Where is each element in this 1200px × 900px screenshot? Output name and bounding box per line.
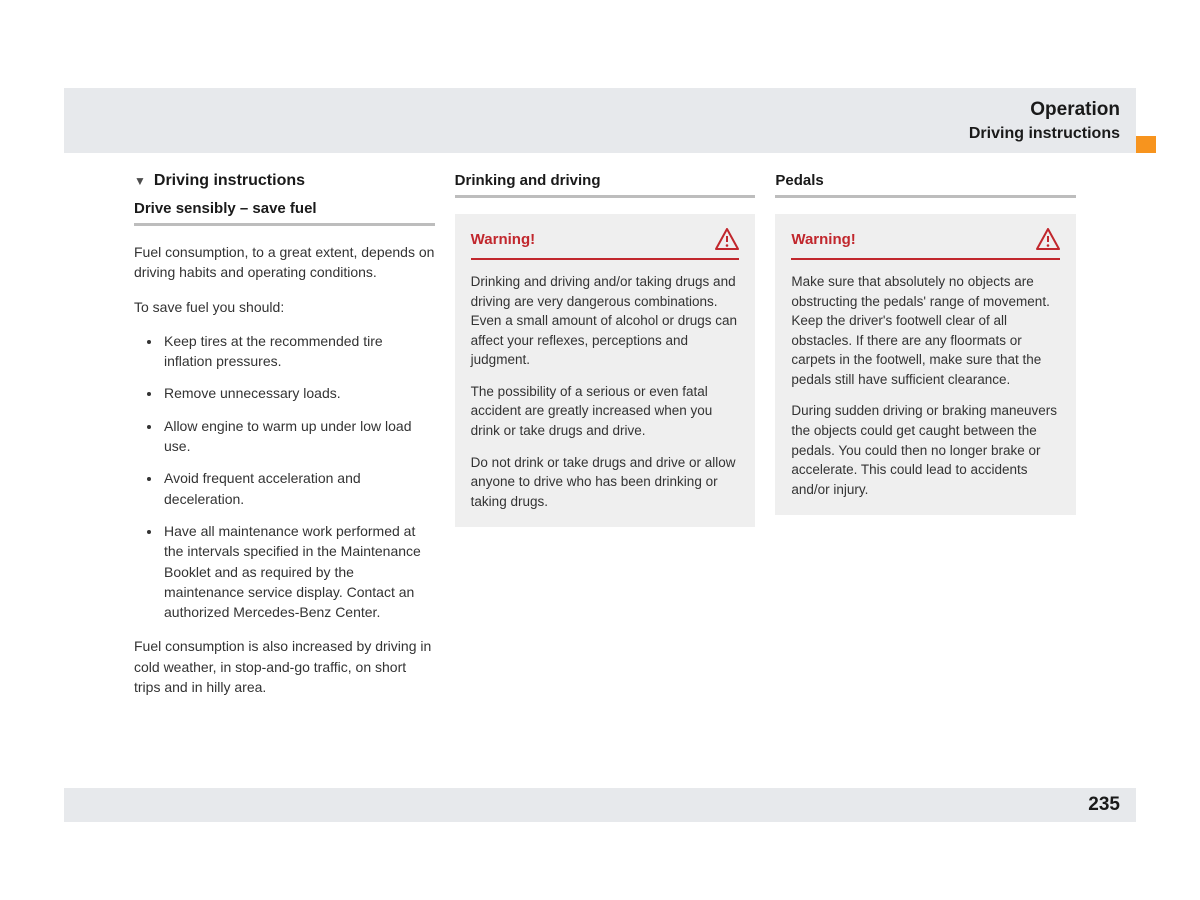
warning-triangle-icon: [1036, 228, 1060, 250]
divider: [134, 223, 435, 226]
list-item: Keep tires at the recommended tire infla…: [162, 331, 435, 372]
list-item: Remove unnecessary loads.: [162, 383, 435, 403]
column-3: Pedals Warning! Make sure that absolutel…: [775, 172, 1076, 711]
content-columns: ▼ Driving instructions Drive sensibly – …: [134, 172, 1076, 711]
fuel-tips-list: Keep tires at the recommended tire infla…: [134, 331, 435, 623]
warning-paragraph: Do not drink or take drugs and drive or …: [471, 453, 740, 512]
col1-outro: Fuel consumption is also increased by dr…: [134, 636, 435, 697]
footer-band: 235: [64, 788, 1136, 822]
triangle-down-icon: ▼: [134, 174, 146, 188]
header-subtitle: Driving instructions: [969, 125, 1120, 143]
col3-subhead: Pedals: [775, 172, 1076, 189]
list-item: Avoid frequent acceleration and decelera…: [162, 468, 435, 509]
warning-box-pedals: Warning! Make sure that absolutely no ob…: [775, 214, 1076, 515]
warning-paragraph: Make sure that absolutely no objects are…: [791, 272, 1060, 389]
warning-paragraph: The possibility of a serious or even fat…: [471, 382, 740, 441]
divider: [455, 195, 756, 198]
col2-subhead: Drinking and driving: [455, 172, 756, 189]
column-1: ▼ Driving instructions Drive sensibly – …: [134, 172, 435, 711]
list-item: Allow engine to warm up under low load u…: [162, 416, 435, 457]
warning-paragraph: During sudden driving or braking maneuve…: [791, 401, 1060, 499]
warning-divider: [471, 258, 740, 260]
page-number: 235: [1088, 794, 1120, 816]
col1-lead: To save fuel you should:: [134, 297, 435, 317]
header-band: Operation Driving instructions: [64, 88, 1136, 153]
warning-paragraph: Drinking and driving and/or taking drugs…: [471, 272, 740, 370]
section-tab-marker: [1136, 136, 1156, 153]
warning-header: Warning!: [471, 228, 740, 250]
warning-box-drinking: Warning! Drinking and driving and/or tak…: [455, 214, 756, 527]
list-item: Have all maintenance work performed at t…: [162, 521, 435, 622]
section-heading-text: Driving instructions: [154, 172, 305, 190]
manual-page: Operation Driving instructions ▼ Driving…: [0, 0, 1200, 900]
section-heading: ▼ Driving instructions: [134, 172, 435, 190]
header-title: Operation: [1030, 99, 1120, 121]
warning-divider: [791, 258, 1060, 260]
col1-intro: Fuel consumption, to a great extent, dep…: [134, 242, 435, 283]
column-2: Drinking and driving Warning! Drinking a…: [455, 172, 756, 711]
warning-label: Warning!: [471, 231, 535, 248]
col1-subhead: Drive sensibly – save fuel: [134, 200, 435, 217]
warning-triangle-icon: [715, 228, 739, 250]
warning-label: Warning!: [791, 231, 855, 248]
warning-header: Warning!: [791, 228, 1060, 250]
divider: [775, 195, 1076, 198]
